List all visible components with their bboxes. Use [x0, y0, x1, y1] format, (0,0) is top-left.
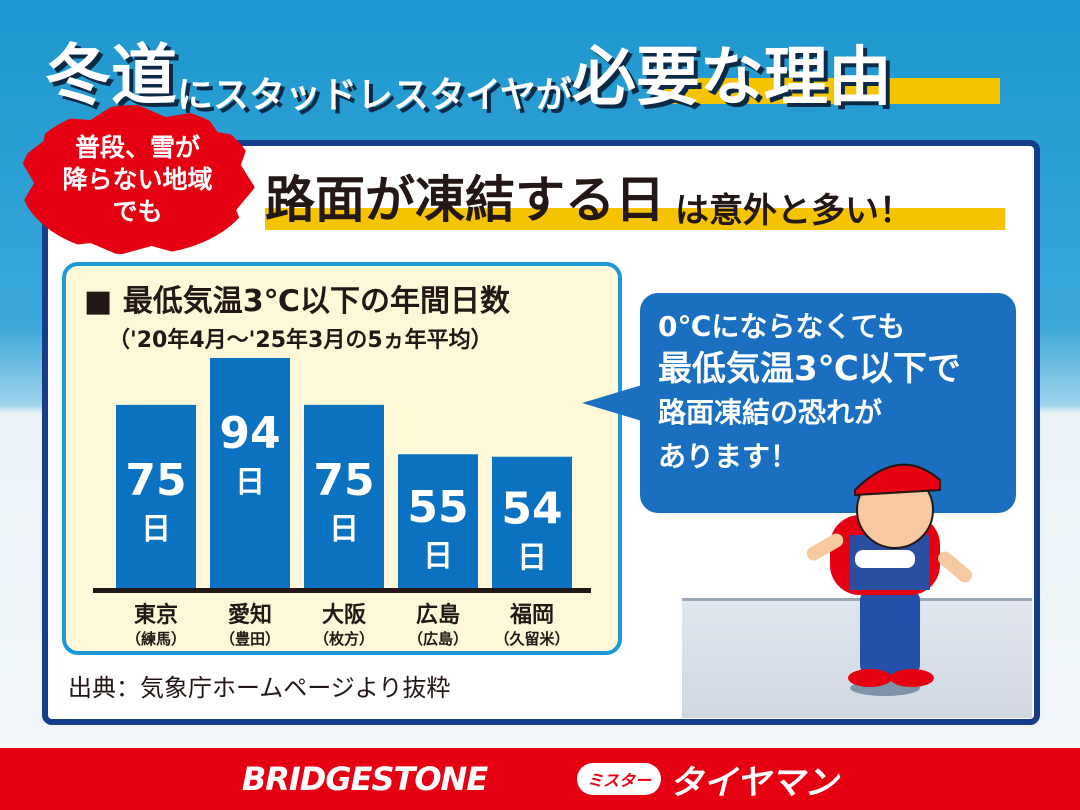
subtitle: 路面が凍結する日 は意外と多い！ [265, 160, 1005, 231]
chart-subtitle: （'20年4月～'25年3月の5ヵ年平均） [108, 328, 493, 353]
mister-tireman-logo: ミスター タイヤマン [577, 755, 838, 804]
speech-bubble: 0℃にならなくても 最低気温3℃以下で 路面凍結の恐れが あります！ [640, 293, 1016, 513]
title-highlight [660, 78, 1000, 104]
chart-panel [62, 262, 622, 655]
badge-line: でも [112, 197, 163, 226]
region-badge: 普段、雪が 降らない地域 でも [20, 105, 255, 255]
bubble-line: 最低気温3℃以下で [658, 349, 961, 389]
badge-line: 普段、雪が [74, 133, 200, 162]
bubble-tail [582, 385, 642, 421]
title-part: 冬道 [45, 37, 177, 114]
badge-line: 降らない地域 [62, 165, 213, 194]
subtitle-main: 路面が凍結する日 [265, 171, 665, 229]
logo-text: タイヤマン [669, 762, 839, 803]
bridgestone-logo: BRIDGESTONE [241, 760, 488, 798]
title-part: にスタッドレスタイヤが [177, 75, 572, 116]
footer-bar: BRIDGESTONE ミスター タイヤマン [0, 748, 1080, 810]
title-part: 必要な理由 [571, 41, 892, 115]
bubble-line: あります！ [658, 440, 799, 473]
chart-title: ■ 最低気温3℃以下の年間日数 [84, 284, 510, 319]
bubble-line: 0℃にならなくても [658, 310, 906, 343]
page-title: 冬道にスタッドレスタイヤが必要な理由 [45, 22, 1035, 116]
logo-pill: ミスター [577, 763, 662, 795]
icy-road-illustration [682, 598, 1032, 718]
source-note: 出典：気象庁ホームページより抜粋 [68, 674, 451, 702]
bubble-line: 路面凍結の恐れが [658, 396, 883, 429]
subtitle-rest: は意外と多い！ [675, 191, 913, 231]
mascot-illustration [806, 463, 972, 696]
